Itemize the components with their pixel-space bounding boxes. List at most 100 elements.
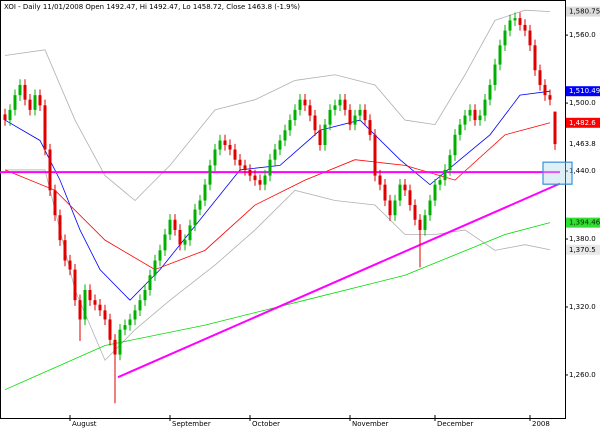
candle-body [103, 310, 107, 320]
candle-body [443, 169, 447, 181]
candle-body [73, 269, 77, 301]
candle-body [43, 105, 47, 150]
candle-body [158, 250, 162, 261]
x-tick-label: December [437, 420, 473, 428]
candle-body [203, 184, 207, 201]
candle-body [503, 30, 507, 46]
candle-body [153, 260, 157, 276]
value-label: 1,580.75 [569, 8, 600, 16]
indicator-line [4, 9, 551, 202]
candle-body [363, 109, 367, 121]
candle-body [243, 165, 247, 170]
y-tick-label: 1,380.0 [569, 235, 596, 243]
y-tick-label: 1,500.0 [569, 99, 596, 107]
candle-body [293, 109, 297, 121]
value-label: 1,370.5 [569, 246, 596, 254]
x-tick-label: 2008 [532, 420, 550, 428]
candle-body [123, 325, 127, 330]
candle-body [423, 215, 427, 230]
candle-body [148, 275, 152, 290]
candle-body [143, 289, 147, 301]
candle-body [238, 159, 242, 166]
candle-body [138, 300, 142, 311]
candle-body [168, 219, 172, 235]
candle-body [198, 200, 202, 210]
candle-body [328, 109, 332, 125]
x-tick-label: October [252, 420, 280, 428]
candle-body [108, 319, 112, 340]
candle-body [413, 205, 417, 220]
candle-body [378, 175, 382, 185]
candle-body [13, 95, 17, 110]
candle-body [273, 149, 277, 160]
candle-body [448, 155, 452, 170]
candle-body [163, 234, 167, 251]
candle-body [283, 130, 287, 141]
candle-body [393, 200, 397, 216]
candle-body [548, 95, 552, 100]
candle-body [438, 180, 442, 185]
candle-body [33, 95, 37, 110]
candle-body [428, 200, 432, 216]
candle-body [433, 184, 437, 201]
candle-body [538, 70, 542, 85]
y-tick-label: 1,440.0 [569, 167, 596, 175]
candle-body [183, 240, 187, 245]
candle-body [523, 24, 527, 31]
value-label: 1,510.49 [569, 87, 600, 95]
candle-body [278, 140, 282, 150]
candle-body [193, 209, 197, 226]
candle-body [268, 159, 272, 176]
candle-body [113, 339, 117, 355]
value-label: 1,394.46 [569, 219, 600, 227]
candle-body [318, 130, 322, 145]
candle-body [553, 111, 557, 145]
candle-body [128, 319, 132, 326]
candle-body [353, 115, 357, 125]
candle-body [493, 64, 497, 85]
candle-body [3, 114, 7, 121]
candle-body [228, 144, 232, 150]
candle-body [473, 109, 477, 121]
candle-body [478, 115, 482, 121]
candle-body [498, 45, 502, 65]
candle-body [533, 45, 537, 71]
candle-body [38, 95, 42, 106]
candle-body [418, 219, 422, 230]
candle-body [223, 140, 227, 145]
candle-body [483, 99, 487, 116]
chart-title: XOI - Daily 11/01/2008 Open 1492.47, Hi … [4, 3, 300, 11]
candle-body [348, 109, 352, 125]
candle-body [173, 219, 177, 230]
candle-body [408, 190, 412, 206]
x-tick-label: November [352, 420, 389, 428]
candle-body [93, 300, 97, 305]
trend-line [117, 182, 561, 379]
candle-body [188, 225, 192, 241]
candle-body [468, 109, 472, 116]
candle-body [458, 124, 462, 135]
candle-body [308, 105, 312, 116]
candle-body [513, 18, 517, 21]
value-label-box [566, 244, 600, 255]
y-tick-label: 1,260.0 [569, 371, 596, 379]
value-label-box [566, 139, 600, 150]
candle-body [88, 289, 92, 301]
candle-body [403, 184, 407, 191]
candle-body [453, 134, 457, 156]
candle-body [18, 84, 22, 96]
candle-body [518, 18, 522, 25]
candle-body [528, 30, 532, 46]
value-label-box [566, 6, 600, 17]
value-label: 1,482.6 [569, 119, 596, 127]
candle-body [298, 99, 302, 110]
candle-body [508, 20, 512, 31]
candle-body [383, 184, 387, 201]
candle-body [8, 109, 12, 121]
candle-body [58, 215, 62, 241]
candle-body [288, 120, 292, 131]
candle-body [28, 99, 32, 110]
